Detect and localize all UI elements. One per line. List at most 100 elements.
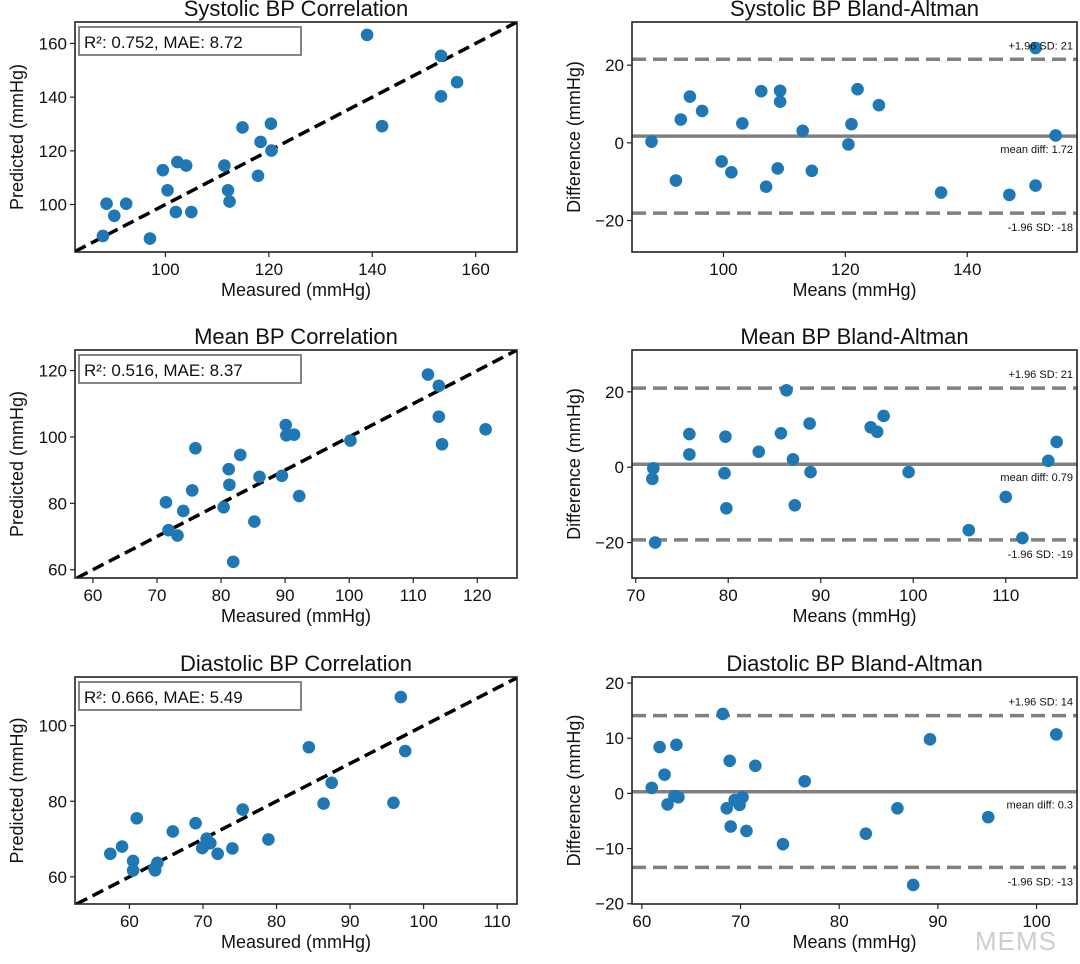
x-tick-label: 70 — [731, 912, 750, 931]
y-tick-label: 160 — [39, 34, 67, 53]
y-tick-label: −10 — [595, 840, 624, 859]
data-point — [981, 810, 995, 824]
data-point — [479, 423, 492, 436]
x-tick-label: 110 — [992, 586, 1019, 605]
mean-diff-label: mean diff: 1.72 — [1000, 144, 1073, 156]
data-point — [1016, 531, 1029, 545]
x-tick-label: 100 — [1022, 912, 1050, 931]
data-point — [387, 796, 400, 810]
x-tick-label: 80 — [212, 586, 231, 605]
y-axis-label: Predicted (mmHg) — [7, 717, 27, 863]
x-tick-label: 140 — [358, 260, 386, 279]
data-point — [724, 820, 737, 833]
data-point — [719, 430, 732, 443]
data-point — [683, 448, 696, 461]
y-axis-label: Predicted (mmHg) — [7, 391, 27, 537]
y-tick-label: 20 — [605, 383, 624, 402]
data-point — [683, 427, 696, 441]
identity-line — [75, 22, 517, 252]
data-point — [788, 498, 802, 512]
x-tick-label: 120 — [255, 260, 283, 279]
data-point — [119, 197, 133, 210]
data-point — [1049, 728, 1063, 741]
data-point — [872, 98, 886, 112]
x-tick-label: 120 — [463, 586, 491, 605]
data-point — [804, 465, 817, 479]
data-point — [248, 515, 261, 528]
x-tick-label: 140 — [953, 260, 981, 279]
mean-diff-label: mean diff: 0.79 — [1000, 472, 1073, 484]
data-point — [223, 195, 236, 208]
subplot-bland-altman-1: Systolic BP Bland-Altman Means (mmHg) Diff… — [564, 0, 1078, 300]
data-point — [759, 180, 773, 194]
data-point — [115, 840, 129, 853]
data-point — [672, 790, 685, 804]
y-tick-label: 120 — [39, 142, 67, 161]
data-point — [171, 529, 184, 542]
y-tick-label: −20 — [595, 212, 624, 231]
data-point — [842, 138, 855, 151]
data-point — [805, 164, 819, 178]
data-point — [736, 117, 749, 130]
x-tick-label: 70 — [194, 912, 213, 931]
data-point — [669, 174, 683, 187]
data-point — [725, 166, 738, 179]
y-tick-label: 0 — [615, 458, 624, 477]
data-point — [450, 75, 464, 89]
data-point — [906, 878, 920, 892]
x-tick-label: 70 — [148, 586, 167, 605]
axes-frame — [74, 676, 518, 905]
data-point — [275, 469, 289, 483]
data-point — [648, 536, 662, 549]
x-tick-label: 100 — [899, 586, 927, 605]
x-tick-label: 90 — [276, 586, 295, 605]
y-axis-label: Predicted (mmHg) — [7, 64, 27, 210]
x-tick-label: 90 — [341, 912, 360, 931]
x-axis-label: Measured (mmHg) — [221, 280, 371, 300]
data-point — [645, 781, 659, 795]
x-tick-label: 110 — [484, 912, 511, 931]
data-point — [718, 466, 731, 480]
identity-line — [75, 677, 517, 904]
y-tick-label: 80 — [48, 792, 67, 811]
data-point — [646, 462, 660, 475]
plot-area — [632, 41, 1077, 215]
y-tick-label: 80 — [48, 494, 67, 513]
data-point — [143, 232, 157, 245]
x-tick-label: 70 — [626, 586, 645, 605]
data-point — [859, 827, 873, 840]
y-tick-label: 10 — [605, 729, 624, 748]
data-point — [645, 135, 658, 148]
x-tick-label: 110 — [400, 586, 427, 605]
data-point — [287, 428, 301, 441]
plot-area — [75, 677, 517, 904]
plot-area — [76, 350, 517, 578]
data-point — [375, 119, 389, 133]
x-tick-label: 60 — [632, 912, 651, 931]
upper-loa-label: +1.96 SD: 21 — [1008, 369, 1073, 381]
data-point — [421, 368, 435, 381]
data-point — [776, 837, 790, 851]
data-point — [434, 90, 448, 103]
subplot-correlation-4: Diastolic BP Correlation Measured (mmHg) P… — [7, 651, 518, 952]
upper-loa-label: +1.96 SD: 14 — [1008, 697, 1073, 709]
y-tick-label: 60 — [48, 868, 67, 887]
data-point — [736, 790, 749, 804]
y-axis-label: Difference (mmHg) — [564, 61, 584, 213]
data-point — [189, 816, 202, 830]
data-point — [780, 384, 793, 397]
y-tick-label: 100 — [39, 717, 67, 736]
chart-title: Mean BP Correlation — [194, 324, 398, 349]
data-point — [217, 501, 230, 514]
x-tick-label: 100 — [409, 912, 437, 931]
plot-area — [632, 384, 1077, 549]
x-tick-label: 60 — [83, 586, 102, 605]
data-point — [845, 117, 858, 131]
data-point — [344, 434, 357, 447]
data-point — [870, 425, 884, 439]
data-point — [1029, 41, 1042, 55]
y-tick-label: 100 — [39, 195, 67, 214]
stats-box — [78, 354, 302, 384]
data-point — [107, 209, 121, 223]
